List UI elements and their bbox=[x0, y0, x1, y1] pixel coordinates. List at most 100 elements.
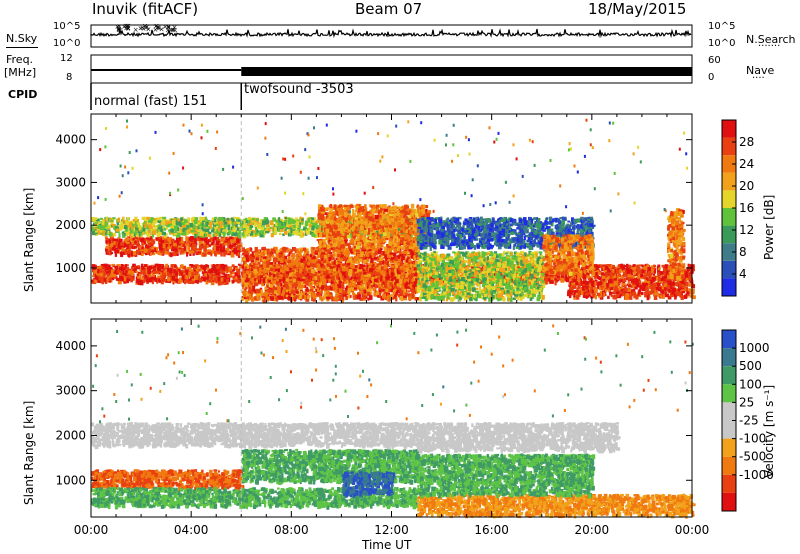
echo-cell bbox=[648, 271, 652, 277]
echo-cell bbox=[360, 291, 363, 295]
echo-cell bbox=[614, 269, 617, 274]
cpid-mode-2: twofsound -3503 bbox=[244, 82, 354, 97]
echo-cell bbox=[579, 274, 582, 279]
echo-cell bbox=[123, 276, 127, 282]
echo-cell bbox=[412, 278, 415, 282]
echo-cell bbox=[139, 249, 144, 252]
nsearch-marker: × bbox=[166, 24, 172, 32]
echo-cell bbox=[115, 249, 120, 254]
echo-cell bbox=[129, 238, 133, 242]
nave-label: Nave bbox=[746, 64, 774, 77]
echo-cell bbox=[298, 296, 303, 300]
echo-cell bbox=[234, 250, 238, 253]
nsearch-dots: ······· bbox=[758, 41, 780, 52]
echo-cell bbox=[271, 250, 276, 253]
echo-cell bbox=[115, 265, 118, 270]
echo-cell bbox=[159, 246, 164, 251]
echo-cell bbox=[360, 274, 364, 278]
nsearch-label: N.Search bbox=[746, 33, 796, 46]
echo-cell bbox=[620, 263, 624, 269]
echo-cell bbox=[202, 252, 207, 257]
nsearch-marker: × bbox=[142, 22, 148, 30]
echo-cell bbox=[411, 293, 415, 299]
nsearch-marker: × bbox=[172, 26, 178, 34]
echo-cell bbox=[137, 278, 141, 284]
echo-cell bbox=[645, 272, 649, 277]
echo-cell bbox=[218, 276, 221, 282]
echo-cell bbox=[149, 265, 153, 270]
echo-cell bbox=[99, 269, 103, 273]
echo-cell bbox=[632, 266, 636, 271]
nsearch-marker: × bbox=[116, 26, 122, 34]
nsky-tick-high: 10^5 bbox=[53, 21, 80, 32]
echo-cell bbox=[105, 245, 110, 249]
echo-cell bbox=[135, 270, 139, 273]
echo-cell bbox=[640, 274, 644, 278]
echo-cell bbox=[232, 272, 235, 275]
echo-cell bbox=[105, 265, 110, 271]
cpid-label: CPID bbox=[8, 88, 37, 101]
echo-cell bbox=[203, 266, 207, 270]
echo-cell bbox=[229, 244, 233, 247]
echo-cell bbox=[182, 265, 187, 270]
nave-tick-low: 0 bbox=[708, 72, 714, 83]
echo-cell bbox=[189, 264, 194, 267]
echo-cell bbox=[300, 277, 303, 280]
echo-cell bbox=[651, 268, 655, 272]
echo-cell bbox=[282, 289, 285, 295]
echo-cell bbox=[200, 264, 203, 269]
echo-cell bbox=[106, 273, 111, 276]
echo-cell bbox=[595, 271, 598, 277]
echo-cell bbox=[625, 263, 629, 269]
echo-cell bbox=[125, 264, 128, 268]
echo-cell bbox=[336, 254, 341, 258]
echo-cell bbox=[211, 250, 214, 254]
echo-cell bbox=[547, 278, 551, 282]
echo-cell bbox=[97, 268, 100, 272]
echo-cell bbox=[166, 277, 171, 282]
echo-cell bbox=[132, 263, 136, 268]
nsearch-marker: × bbox=[166, 23, 172, 31]
nsearch-marker: × bbox=[123, 22, 129, 30]
echo-cell bbox=[194, 280, 199, 284]
echo-cell bbox=[655, 276, 659, 281]
echo-cell bbox=[128, 269, 133, 275]
freq-tick-low: 8 bbox=[66, 72, 72, 83]
echo-cell bbox=[134, 241, 137, 244]
echo-cell bbox=[653, 265, 657, 268]
echo-cell bbox=[312, 294, 317, 299]
echo-cell bbox=[295, 295, 299, 299]
echo-cell bbox=[185, 236, 189, 242]
echo-cell bbox=[626, 270, 631, 275]
echo-cell bbox=[183, 247, 186, 251]
nsearch-marker: × bbox=[153, 26, 159, 34]
echo-cell bbox=[155, 267, 158, 272]
echo-cell bbox=[190, 238, 193, 242]
nsearch-marker: × bbox=[141, 25, 147, 33]
echo-cell bbox=[661, 276, 664, 279]
echo-cell bbox=[651, 277, 656, 280]
echo-cell bbox=[154, 278, 157, 282]
echo-cell bbox=[174, 248, 178, 252]
echo-cell bbox=[208, 270, 212, 274]
echo-cell bbox=[148, 277, 153, 282]
echo-cell bbox=[404, 292, 408, 295]
nsearch-marker: × bbox=[114, 23, 120, 31]
echo-cell bbox=[595, 267, 599, 271]
echo-cell bbox=[196, 265, 200, 270]
echo-cell bbox=[607, 268, 611, 273]
nsearch-marker: × bbox=[116, 24, 122, 32]
echo-cell bbox=[689, 272, 693, 277]
echo-cell bbox=[560, 277, 565, 283]
echo-cell bbox=[163, 279, 166, 282]
echo-cell bbox=[194, 275, 198, 280]
echo-cell bbox=[289, 262, 293, 267]
echo-cell bbox=[232, 275, 235, 280]
echo-cell bbox=[140, 263, 144, 269]
echo-cell bbox=[173, 268, 176, 274]
echo-cell bbox=[94, 280, 98, 283]
date-title: 18/May/2015 bbox=[588, 0, 686, 18]
echo-cell bbox=[207, 252, 212, 255]
echo-cell bbox=[207, 249, 212, 252]
